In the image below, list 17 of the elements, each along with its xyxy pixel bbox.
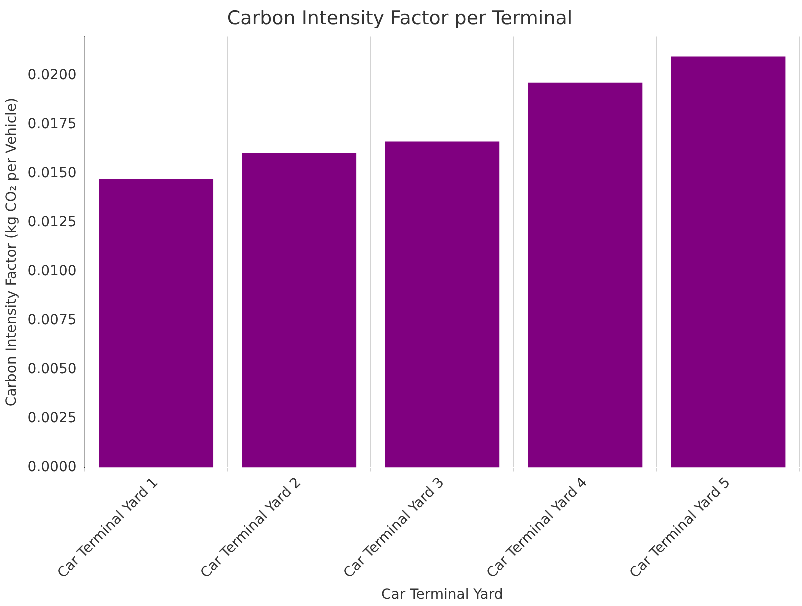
bar <box>385 142 500 468</box>
bar <box>528 82 643 468</box>
y-tick-label: 0.0150 <box>28 166 77 182</box>
bar <box>99 179 214 468</box>
y-tick-label: 0.0175 <box>28 116 77 133</box>
y-tick-label: 0.0050 <box>28 361 77 378</box>
bar <box>242 152 357 468</box>
x-axis-title: Car Terminal Yard <box>382 587 504 604</box>
bar <box>671 56 786 468</box>
y-tick-label: 0.0100 <box>28 264 77 280</box>
y-tick-label: 0.0025 <box>28 410 77 426</box>
y-tick-label: 0.0000 <box>28 459 77 476</box>
chart-title: Carbon Intensity Factor per Terminal <box>227 7 573 30</box>
y-axis-title: Carbon Intensity Factor (kg CO₂ per Vehicle) <box>4 98 20 407</box>
y-tick-label: 0.0125 <box>28 214 77 231</box>
y-tick-label: 0.0075 <box>28 312 77 328</box>
y-tick-label: 0.0200 <box>28 68 77 84</box>
